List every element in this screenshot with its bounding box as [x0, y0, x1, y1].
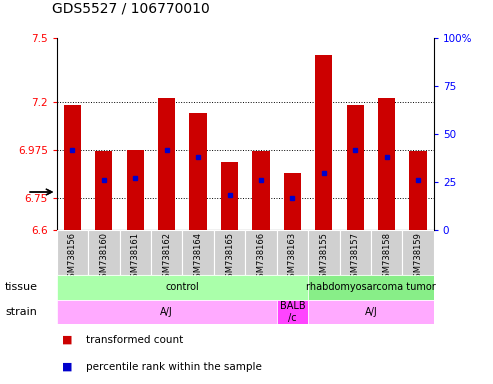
- Text: GSM738160: GSM738160: [99, 232, 108, 283]
- Bar: [340, 230, 371, 275]
- Text: GSM738155: GSM738155: [319, 232, 328, 283]
- Bar: [64, 104, 81, 230]
- Text: GSM738161: GSM738161: [131, 232, 140, 283]
- Bar: [57, 275, 308, 300]
- Bar: [221, 162, 238, 230]
- Bar: [214, 230, 246, 275]
- Bar: [57, 230, 88, 275]
- Bar: [88, 230, 119, 275]
- Bar: [277, 300, 308, 324]
- Bar: [189, 113, 207, 230]
- Bar: [315, 55, 332, 230]
- Text: GSM738165: GSM738165: [225, 232, 234, 283]
- Bar: [158, 98, 176, 230]
- Text: GSM738163: GSM738163: [288, 232, 297, 283]
- Bar: [182, 230, 214, 275]
- Text: ■: ■: [62, 362, 72, 372]
- Bar: [245, 230, 277, 275]
- Text: strain: strain: [5, 307, 37, 317]
- Text: tissue: tissue: [5, 282, 38, 292]
- Text: GSM738164: GSM738164: [194, 232, 203, 283]
- Bar: [151, 230, 182, 275]
- Text: ■: ■: [62, 335, 72, 345]
- Bar: [308, 300, 434, 324]
- Bar: [252, 151, 270, 230]
- Text: GSM738162: GSM738162: [162, 232, 171, 283]
- Text: BALB
/c: BALB /c: [280, 301, 305, 323]
- Bar: [95, 151, 112, 230]
- Bar: [308, 275, 434, 300]
- Text: GSM738166: GSM738166: [256, 232, 266, 283]
- Text: A/J: A/J: [365, 307, 377, 317]
- Bar: [127, 151, 144, 230]
- Bar: [410, 151, 427, 230]
- Bar: [402, 230, 434, 275]
- Text: GSM738156: GSM738156: [68, 232, 77, 283]
- Text: GDS5527 / 106770010: GDS5527 / 106770010: [52, 2, 210, 15]
- Bar: [347, 104, 364, 230]
- Bar: [371, 230, 402, 275]
- Text: GSM738157: GSM738157: [351, 232, 360, 283]
- Bar: [378, 98, 395, 230]
- Text: GSM738159: GSM738159: [414, 232, 423, 283]
- Text: control: control: [166, 282, 199, 292]
- Bar: [277, 230, 308, 275]
- Text: rhabdomyosarcoma tumor: rhabdomyosarcoma tumor: [306, 282, 436, 292]
- Bar: [57, 300, 277, 324]
- Bar: [308, 230, 340, 275]
- Text: percentile rank within the sample: percentile rank within the sample: [86, 362, 262, 372]
- Text: transformed count: transformed count: [86, 335, 183, 345]
- Text: GSM738158: GSM738158: [382, 232, 391, 283]
- Bar: [119, 230, 151, 275]
- Bar: [284, 173, 301, 230]
- Text: A/J: A/J: [160, 307, 173, 317]
